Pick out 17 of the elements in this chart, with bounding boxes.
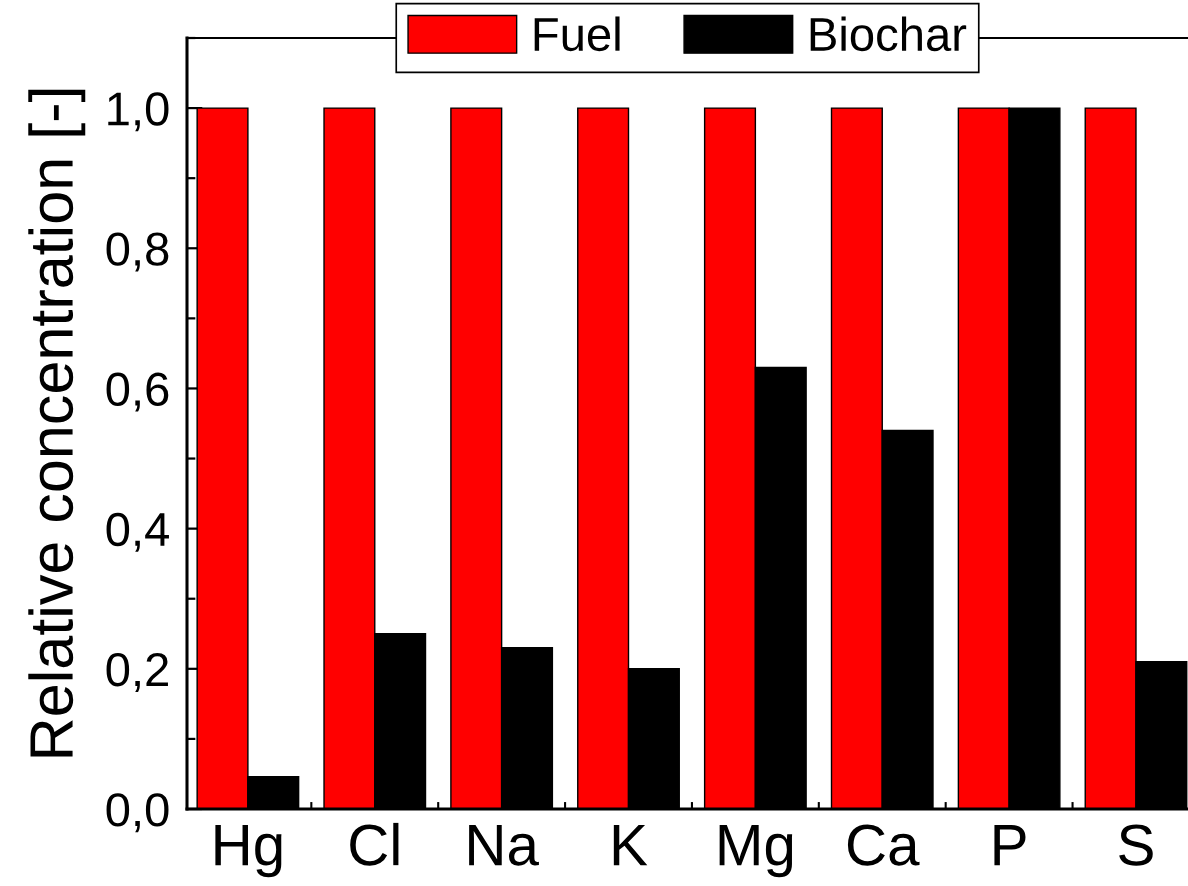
x-tick-label: Mg	[719, 825, 793, 878]
y-tick-label: 1,0	[108, 92, 169, 132]
x-tick-label: Ca	[847, 824, 920, 866]
legend-label: Biochar	[810, 16, 967, 52]
x-tick-label: K	[613, 825, 648, 866]
x-tick-label: S	[1119, 824, 1153, 866]
y-tick-label: 0,6	[106, 372, 169, 412]
y-tick-label: 0,2	[106, 652, 168, 692]
y-tick-label: 0,4	[106, 512, 169, 552]
x-tick-label: P	[994, 825, 1026, 866]
y-axis-title: Relative concentration [-]	[28, 89, 86, 757]
x-tick-label: Na	[469, 825, 539, 866]
x-tick-label: Hg	[215, 825, 282, 878]
x-tick-label: Cl	[350, 822, 399, 866]
legend-label: Fuel	[534, 16, 620, 52]
y-tick-label: 0,8	[106, 232, 169, 272]
y-tick-label: 0,0	[106, 793, 169, 833]
